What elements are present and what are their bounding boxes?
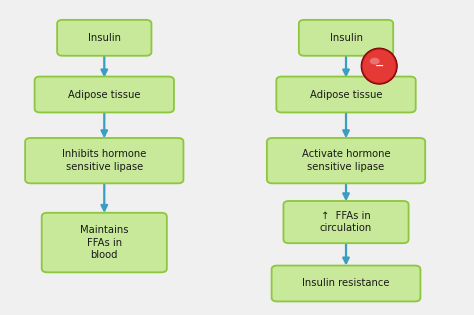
- Text: Insulin resistance: Insulin resistance: [302, 278, 390, 289]
- FancyBboxPatch shape: [57, 20, 152, 56]
- Text: Maintains
FFAs in
blood: Maintains FFAs in blood: [80, 225, 128, 260]
- Text: Insulin: Insulin: [329, 33, 363, 43]
- Ellipse shape: [363, 49, 396, 83]
- Text: ↑  FFAs in
circulation: ↑ FFAs in circulation: [320, 211, 372, 233]
- Text: Adipose tissue: Adipose tissue: [310, 89, 382, 100]
- Text: Adipose tissue: Adipose tissue: [68, 89, 140, 100]
- Text: Activate hormone
sensitive lipase: Activate hormone sensitive lipase: [302, 149, 390, 172]
- Ellipse shape: [370, 58, 380, 65]
- FancyBboxPatch shape: [35, 77, 174, 112]
- FancyBboxPatch shape: [272, 266, 420, 301]
- FancyBboxPatch shape: [25, 138, 183, 183]
- FancyBboxPatch shape: [299, 20, 393, 56]
- Text: Inhibits hormone
sensitive lipase: Inhibits hormone sensitive lipase: [62, 149, 146, 172]
- Ellipse shape: [361, 48, 397, 84]
- FancyBboxPatch shape: [283, 201, 409, 243]
- Text: Insulin: Insulin: [88, 33, 121, 43]
- Text: −: −: [374, 61, 384, 71]
- FancyBboxPatch shape: [42, 213, 167, 272]
- FancyBboxPatch shape: [267, 138, 425, 183]
- FancyBboxPatch shape: [276, 77, 416, 112]
